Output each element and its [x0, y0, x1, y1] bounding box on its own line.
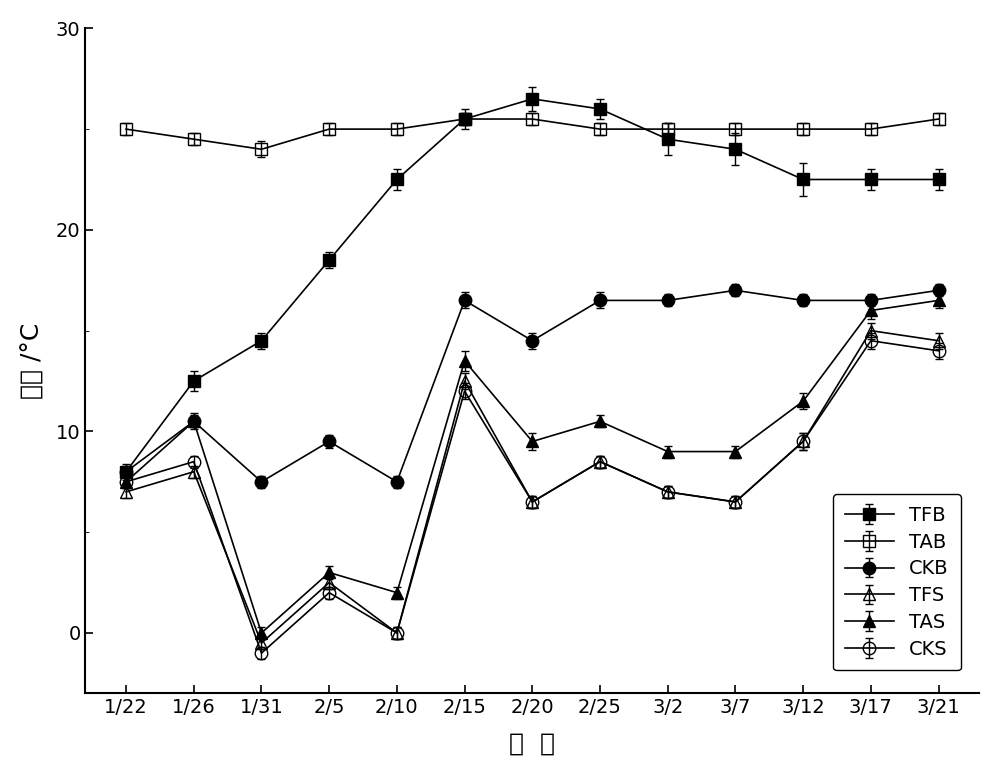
- X-axis label: 日  期: 日 期: [509, 731, 555, 755]
- Legend: TFB, TAB, CKB, TFS, TAS, CKS: TFB, TAB, CKB, TFS, TAS, CKS: [833, 494, 961, 670]
- Y-axis label: 温度 /°C: 温度 /°C: [21, 323, 45, 399]
